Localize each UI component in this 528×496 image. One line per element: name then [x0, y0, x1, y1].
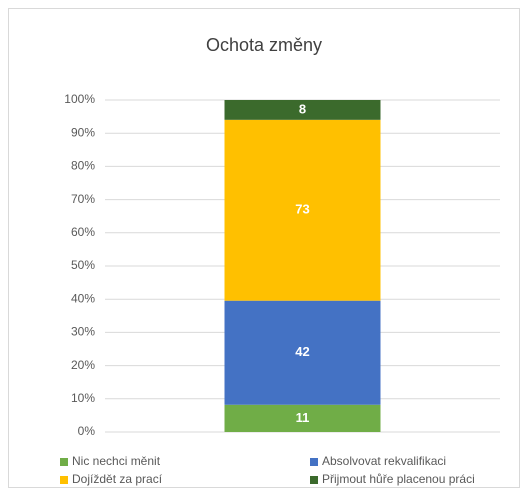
bar-segment	[224, 404, 381, 432]
y-tick-label: 30%	[71, 325, 95, 339]
y-tick-label: 90%	[71, 125, 95, 139]
legend-label: Absolvovat rekvalifikaci	[322, 454, 446, 468]
data-label: 11	[296, 410, 310, 425]
y-tick-label: 40%	[71, 291, 95, 305]
legend-swatch	[310, 458, 318, 466]
legend-label: Nic nechci měnit	[72, 454, 161, 468]
bar-segment	[224, 100, 381, 120]
legend-swatch	[60, 476, 68, 484]
data-label: 8	[299, 101, 306, 116]
bar-segment	[224, 119, 381, 301]
bar-segment	[224, 300, 381, 405]
y-tick-label: 60%	[71, 225, 95, 239]
y-tick-label: 70%	[71, 192, 95, 206]
y-tick-label: 0%	[78, 424, 96, 438]
legend-label: Přijmout hůře placenou práci	[322, 472, 475, 486]
y-tick-label: 20%	[71, 358, 95, 372]
y-tick-label: 100%	[64, 92, 95, 106]
y-tick-label: 80%	[71, 159, 95, 173]
y-tick-label: 50%	[71, 258, 95, 272]
legend-swatch	[60, 458, 68, 466]
y-tick-label: 10%	[71, 391, 95, 405]
legend-swatch	[310, 476, 318, 484]
data-label: 42	[295, 344, 309, 359]
legend-label: Dojíždět za prací	[72, 472, 163, 486]
data-label: 73	[295, 202, 309, 217]
chart-title: Ochota změny	[206, 35, 322, 55]
